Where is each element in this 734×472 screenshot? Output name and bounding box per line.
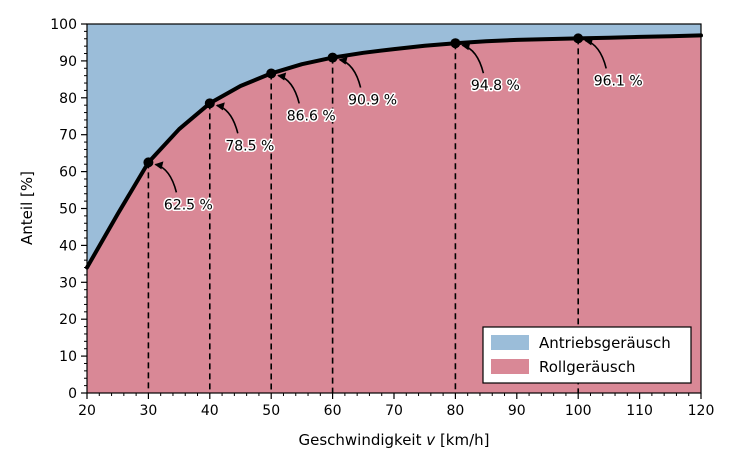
annotation-point-50: [266, 68, 277, 79]
y-tick-label-10: 10: [59, 349, 77, 365]
x-axis-title: Geschwindigkeit v [km/h]: [298, 431, 489, 449]
annotation-point-60: [327, 52, 338, 63]
y-axis-title: Anteil [%]: [18, 171, 36, 245]
annotation-point-40: [204, 98, 215, 109]
annotation-label-40: 78.5 %: [225, 138, 274, 154]
annotation-arrowhead-60: [338, 56, 348, 65]
annotation-label-100: 96.1 %: [594, 73, 643, 89]
annotation-label-60: 90.9 %: [348, 93, 397, 109]
y-tick-label-40: 40: [59, 238, 77, 254]
annotation-arrowhead-50: [277, 72, 287, 81]
y-tick-label-60: 60: [59, 165, 77, 181]
x-tick-label-20: 20: [78, 403, 96, 419]
annotation-arrowhead-100: [584, 37, 594, 46]
legend-label-1: Rollgeräusch: [539, 358, 635, 376]
x-tick-label-30: 30: [139, 403, 157, 419]
x-tick-label-70: 70: [385, 403, 403, 419]
annotation-arrowhead-30: [154, 161, 164, 170]
y-tick-label-30: 30: [59, 275, 77, 291]
x-tick-label-60: 60: [324, 403, 342, 419]
annotation-point-30: [143, 157, 154, 168]
y-tick-label-90: 90: [59, 54, 77, 70]
x-tick-label-50: 50: [262, 403, 280, 419]
annotation-label-30: 62.5 %: [164, 197, 213, 213]
x-tick-label-80: 80: [446, 403, 464, 419]
x-tick-label-40: 40: [201, 403, 219, 419]
area-rollgeraeusch: [87, 35, 701, 394]
y-tick-label-50: 50: [59, 202, 77, 218]
curve-line: [85, 33, 703, 270]
annotation-label-50: 86.6 %: [287, 108, 336, 124]
x-tick-label-100: 100: [565, 403, 592, 419]
x-tick-label-120: 120: [688, 403, 715, 419]
y-tick-label-0: 0: [68, 386, 77, 402]
y-tick-label-70: 70: [59, 128, 77, 144]
x-tick-label-110: 110: [626, 403, 653, 419]
legend-swatch-1: [491, 359, 529, 374]
annotation-arrowhead-80: [461, 42, 471, 51]
y-tick-label-80: 80: [59, 91, 77, 107]
annotation-point-80: [450, 38, 461, 49]
x-tick-label-90: 90: [508, 403, 526, 419]
annotation-point-100: [573, 33, 584, 44]
annotation-arrowhead-40: [215, 102, 225, 111]
y-tick-label-20: 20: [59, 312, 77, 328]
y-tick-label-100: 100: [50, 17, 77, 33]
annotation-label-80: 94.8 %: [471, 78, 520, 94]
legend-label-0: Antriebsgeräusch: [539, 334, 671, 352]
legend-swatch-0: [491, 335, 529, 350]
